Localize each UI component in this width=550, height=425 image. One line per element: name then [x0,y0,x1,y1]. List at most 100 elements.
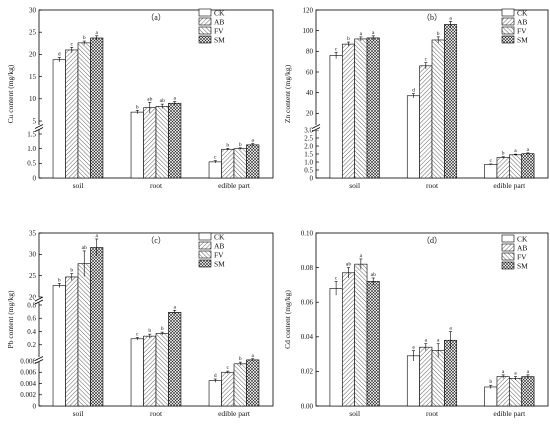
significance-letter: c [214,155,217,161]
y-tick-label: 1.5 [304,150,313,158]
bar-FV [155,106,169,179]
significance-letter: a [95,233,98,239]
panel-d: 0.00 0.02 0.04 0.06 0.08 0.10 Cd content (mg/k… [283,229,549,418]
bar-AB [221,148,235,179]
legend-label-CK: CK [214,9,225,18]
legend-label-SM: SM [517,36,528,45]
y-tick-label: 0.5 [27,160,36,168]
significance-letter: a [173,304,176,310]
legend-swatch-FV [501,26,515,35]
bar-CK [406,95,420,179]
bar-AB [341,43,355,179]
y-axis-label: Zn content (mg/kg) [283,64,292,123]
bar-AB [143,107,157,179]
axis-break-mark [34,359,44,364]
significance-letter: c [227,365,230,371]
bar-CK [329,55,343,179]
y-tick-label: 0 [33,174,37,182]
significance-letter: ab [147,96,152,102]
bar-SM [521,153,535,179]
bar-FV [431,39,445,179]
y-tick-label: 100 [303,27,314,35]
bar-FV [354,38,368,179]
bar-CK [52,59,66,179]
legend-swatch-AB [198,17,212,26]
bar-CK [484,386,498,407]
legend-swatch-SM [198,35,212,44]
y-tick-label: 25 [29,29,37,37]
bar-FV [77,42,91,179]
bar-FV [155,333,169,407]
axis-break-gap [35,297,43,303]
y-tick-label: 0.10 [301,229,314,237]
significance-letter: d [58,52,61,58]
significance-letter: ab [82,245,87,251]
x-tick-label: edible part [218,181,251,190]
significance-letter: a [502,369,505,375]
x-tick-label: soil [349,409,360,418]
legend-label-CK: CK [517,9,528,18]
y-tick-label: 0.008 [20,357,36,365]
bar-SM [168,311,182,407]
legend-swatch-CK [198,8,212,17]
bar-AB [221,371,235,407]
significance-letter: c [335,46,338,52]
significance-letter: b [148,328,151,334]
legend-label-SM: SM [517,262,528,271]
significance-letter: b [437,31,440,37]
significance-letter: c [71,41,74,47]
legend-label-SM: SM [214,260,225,269]
x-tick-label: root [150,181,163,190]
significance-letter: a [412,345,415,351]
x-tick-label: root [426,409,439,418]
bar-AB [143,335,157,407]
significance-letter: b [347,36,350,42]
x-tick-label: root [150,409,163,418]
significance-letter: a [527,147,530,153]
bar-SM [366,281,380,407]
legend-label-CK: CK [517,235,528,244]
legend-label-AB: AB [517,18,527,27]
axis-break-mark [34,127,44,132]
y-tick-label: 20 [29,293,37,301]
y-tick-label: 0.002 [20,391,36,399]
bar-SM [246,144,260,179]
y-tick-label: 10 [29,95,37,103]
axis-break-mark [34,296,44,302]
panel-label: （d） [422,236,442,245]
significance-letter: a [360,253,363,259]
bar-SM [168,102,182,179]
bar-AB [65,49,79,179]
axis-break-mark [311,124,321,129]
significance-letter: a [425,338,428,344]
y-axis-label: Pb content (mg/kg) [6,290,15,348]
significance-letter: b [161,326,164,332]
panel-label: （c） [146,236,166,245]
legend-label-AB: AB [517,244,527,253]
y-tick-label: 0.004 [20,380,36,388]
y-tick-label: 0.06 [301,299,314,307]
axis-break-gap [312,125,320,130]
bar-CK [208,380,222,407]
legend-swatch-FV [198,250,212,259]
bar-AB [496,157,510,179]
significance-letter: ab [160,98,165,104]
y-tick-label: 0.2 [27,341,36,349]
bar-SM [90,247,104,407]
bar-CK [130,111,144,179]
x-tick-label: edible part [493,181,526,190]
significance-letter: b [136,104,139,110]
significance-letter: a [360,31,363,37]
significance-letter: a [449,15,452,21]
panel-label: （a） [146,13,166,22]
bar-AB [419,346,433,407]
legend-label-SM: SM [214,36,225,45]
y-tick-label: 0.08 [301,264,314,272]
bar-SM [444,339,458,407]
significance-letter: b [502,151,505,157]
significance-letter: a [449,326,452,332]
legend-swatch-SM [198,259,212,268]
panel-b: 00.51.01.52.02.53.0 20 40 60 80 100 120 Zn cont… [283,6,549,190]
axis-break-gap [35,125,43,130]
significance-letter: c [335,275,338,281]
